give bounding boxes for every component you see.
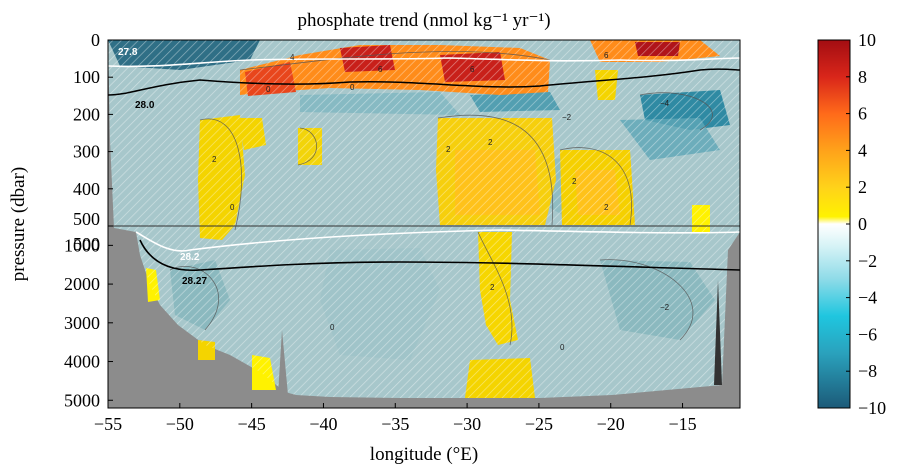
y-tick-label: 1000 [64, 235, 100, 255]
contour-label: −2 [562, 113, 572, 122]
x-tick-label: −30 [453, 414, 481, 434]
x-axis: −55 −50 −45 −40 −35 −30 −25 −20 −15 [94, 403, 697, 434]
contour-label: −2 [660, 303, 670, 312]
plot-frame [107, 39, 741, 409]
y-tick-label: 500 [73, 209, 100, 229]
y-tick-label: 200 [73, 104, 100, 124]
contour-label: 0 [350, 83, 355, 92]
contour-label: 0 [330, 323, 335, 332]
y-tick-label: 100 [73, 67, 100, 87]
contour-label: 6 [604, 51, 609, 60]
y-tick-label: 300 [73, 142, 100, 162]
contour-label: −4 [660, 99, 670, 108]
x-tick-label: −45 [238, 414, 266, 434]
x-tick-label: −35 [381, 414, 409, 434]
isopycnal-28-27 [139, 239, 740, 272]
x-tick-label: −25 [525, 414, 553, 434]
x-tick-label: −40 [309, 414, 337, 434]
land-spike [714, 280, 722, 385]
contour-label: 2 [604, 203, 609, 212]
isopycnal-label: 28.0 [135, 100, 155, 111]
isopycnal-label: 27.8 [118, 47, 138, 58]
colorbar-ticks: 10 8 6 4 2 0 −2 −4 −6 −8 −10 [846, 30, 886, 418]
x-tick-label: −20 [597, 414, 625, 434]
y-tick-label: 3000 [64, 313, 100, 333]
contour-label: 2 [212, 155, 217, 164]
contour-lines [169, 51, 713, 346]
isopycnal-label: 28.27 [182, 276, 207, 287]
isopycnal-28-0 [108, 68, 740, 96]
colorbar-gradient [817, 39, 851, 409]
isopycnal-27-8 [108, 57, 740, 68]
y-axis-title: pressure (dbar) [8, 167, 29, 281]
colorbar-tick-label: 6 [858, 104, 867, 124]
contour-label: 2 [572, 177, 577, 186]
contour-label: 6 [470, 65, 475, 74]
contour-label: 4 [290, 53, 295, 62]
chart-title: phosphate trend (nmol kg⁻¹ yr⁻¹) [297, 10, 550, 31]
x-tick-label: −15 [668, 414, 696, 434]
colorbar-tick-label: 0 [858, 214, 867, 234]
colorbar-tick-label: −6 [858, 324, 877, 344]
x-tick-label: −50 [166, 414, 194, 434]
colorbar-tick-label: −2 [858, 251, 877, 271]
colorbar-tick-label: 4 [858, 140, 867, 160]
colorbar-tick-label: 2 [858, 177, 867, 197]
y-tick-label: 500 [73, 234, 100, 254]
isopycnal-28-2 [135, 229, 740, 252]
contour-label: 0 [560, 343, 565, 352]
colorbar: 10 8 6 4 2 0 −2 −4 −6 −8 −10 [817, 30, 886, 418]
contour-label: 0 [230, 203, 235, 212]
contour-label: 2 [446, 145, 451, 154]
y-tick-label: 5000 [64, 390, 100, 410]
isopycnal-label: 28.2 [180, 252, 200, 263]
contour-label: 0 [266, 85, 271, 94]
y-tick-label: 4000 [64, 352, 100, 372]
colorbar-tick-label: 8 [858, 67, 867, 87]
land-spike [278, 330, 288, 395]
y-tick-label: 400 [73, 179, 100, 199]
contour-label: 6 [378, 65, 383, 74]
colorbar-tick-label: −4 [858, 288, 877, 308]
contour-label: 2 [488, 138, 493, 147]
y-tick-label: 0 [91, 30, 100, 50]
colorbar-tick-label: −8 [858, 361, 877, 381]
x-tick-label: −55 [94, 414, 122, 434]
colorbar-tick-label: −10 [858, 398, 886, 418]
y-tick-label: 2000 [64, 274, 100, 294]
hatch-overlay [108, 40, 740, 398]
contour-label: 2 [490, 283, 495, 292]
plot-area: 27.8 28.0 28.2 28.27 2 2 2 2 2 2 0 0 0 0… [108, 40, 740, 408]
colorbar-tick-label: 10 [858, 30, 876, 50]
x-axis-title: longitude (°E) [370, 444, 478, 465]
